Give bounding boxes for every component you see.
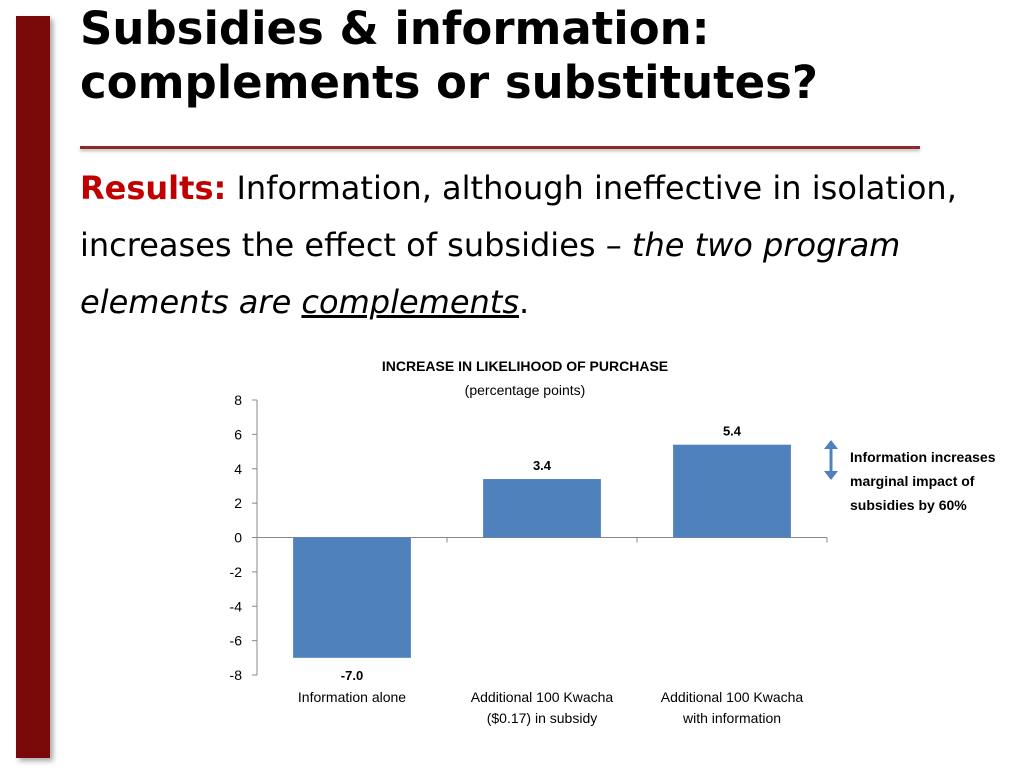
y-tick-label: 8: [234, 392, 242, 408]
category-label: ($0.17) in subsidy: [487, 710, 598, 726]
category-label: Information alone: [298, 689, 406, 705]
title-divider: [80, 146, 920, 149]
chart-title: INCREASE IN LIKELIHOOD OF PURCHASE: [381, 358, 669, 374]
y-tick-label: -8: [230, 667, 243, 683]
left-accent-bar: [16, 16, 50, 758]
y-tick-label: -2: [230, 564, 243, 580]
title-line-1: Subsidies & information:: [80, 2, 710, 55]
annotation-note: Information increases marginal impact of…: [850, 449, 996, 513]
chart-subtitle: (percentage points): [464, 382, 586, 398]
data-label: 3.4: [533, 458, 552, 473]
bar: [673, 444, 791, 538]
category-label: with information: [682, 710, 781, 726]
data-label: 5.4: [723, 424, 742, 439]
data-label: -7.0: [341, 668, 363, 683]
results-text: Results: Information, although ineffecti…: [80, 160, 980, 331]
results-italic: the two program elements are: [80, 226, 901, 321]
title-line-2: complements or substitutes?: [80, 56, 819, 109]
bar: [293, 537, 411, 658]
double-arrow-icon: [824, 440, 838, 480]
bar: [483, 479, 601, 538]
category-label: Additional 100 Kwacha: [471, 689, 614, 705]
y-tick-label: -4: [230, 598, 243, 614]
y-tick-label: 2: [234, 495, 242, 511]
y-tick-label: 0: [234, 530, 242, 546]
slide-title: Subsidies & information: complements or …: [80, 2, 980, 110]
y-tick-label: 6: [234, 426, 242, 442]
y-tick-label: -6: [230, 633, 243, 649]
results-end: .: [519, 283, 530, 321]
results-underlined: complements: [301, 283, 520, 321]
y-tick-label: 4: [234, 461, 242, 477]
results-body: Information, although ineffective in iso…: [80, 169, 957, 264]
results-label: Results:: [80, 169, 227, 207]
category-label: Additional 100 Kwacha: [661, 689, 804, 705]
